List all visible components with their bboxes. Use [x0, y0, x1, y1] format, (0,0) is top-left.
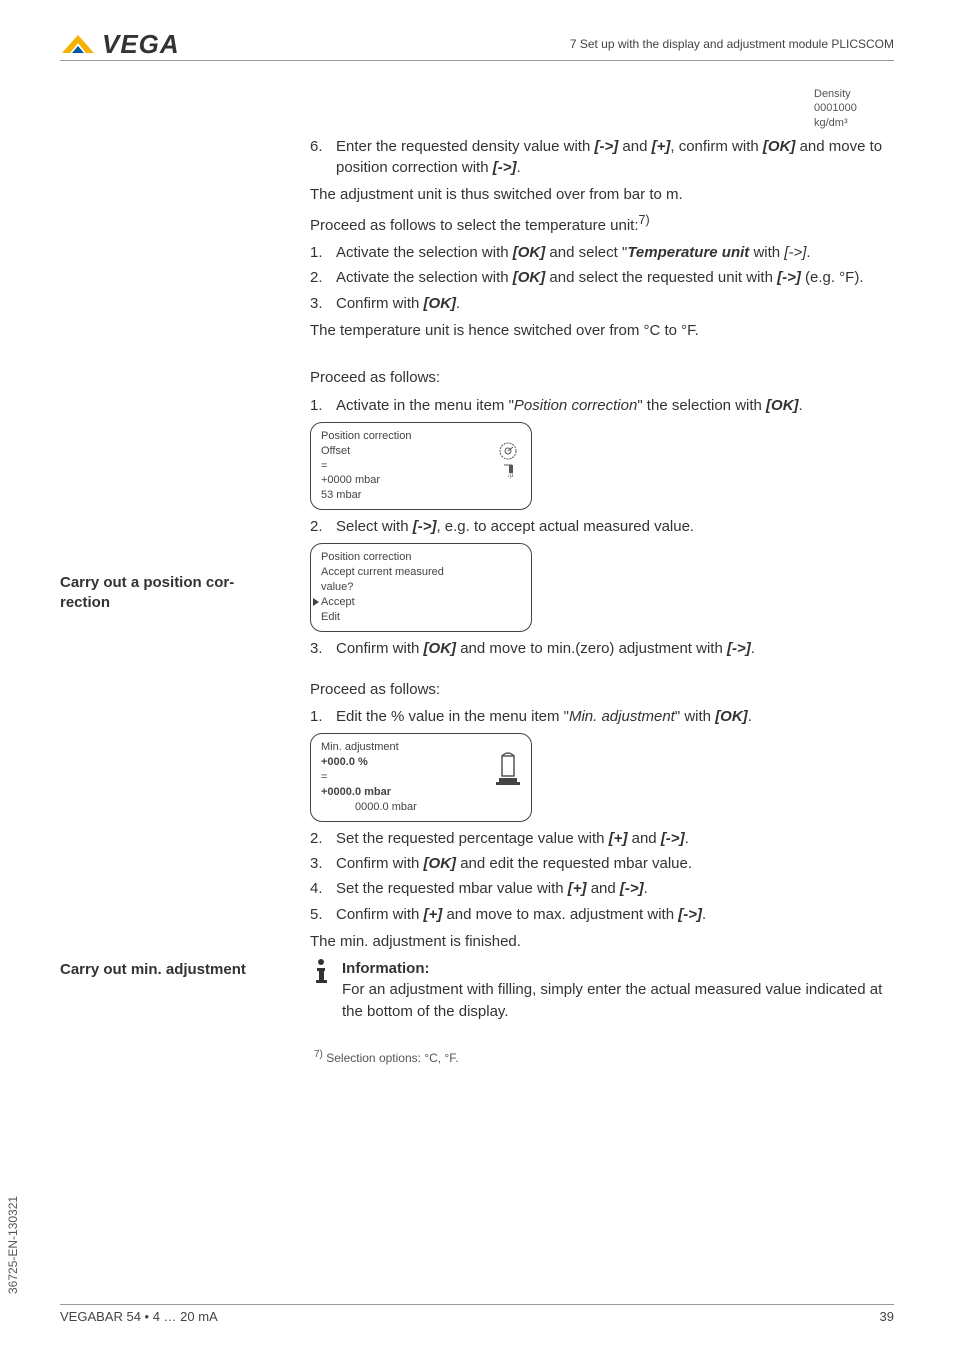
poscorr-step-1: 1. Activate in the menu item "Position c… [310, 395, 894, 416]
para-temp-switched: The temperature unit is hence switched o… [310, 320, 894, 341]
svg-text:↓p: ↓p [507, 473, 514, 479]
triangle-icon [313, 598, 319, 606]
footer: VEGABAR 54 • 4 … 20 mA 39 [60, 1304, 894, 1324]
info-body: For an adjustment with filling, simply e… [342, 979, 894, 1022]
minadj-done: The min. adjustment is finished. [310, 931, 894, 952]
side-label: 36725-EN-130321 [6, 1196, 20, 1294]
logo: VEGA [60, 29, 180, 60]
tank-empty-icon [495, 752, 521, 797]
logo-text: VEGA [102, 29, 180, 60]
minadj-step-3: 3. Confirm with [OK] and edit the reques… [310, 853, 894, 874]
info-icon [310, 958, 332, 1022]
step-6: 6. Enter the requested density value wit… [310, 136, 894, 179]
minadj-step-4: 4. Set the requested mbar value with [+]… [310, 878, 894, 899]
minadj-intro: Proceed as follows: [310, 679, 894, 700]
left-label-position-correction: Carry out a position cor- rection [60, 573, 286, 612]
temp-step-1: 1. Activate the selection with [OK] and … [310, 242, 894, 263]
footer-left: VEGABAR 54 • 4 … 20 mA [60, 1309, 218, 1324]
footer-page: 39 [880, 1309, 894, 1324]
para-proceed-temp: Proceed as follows to select the tempera… [310, 212, 894, 236]
page-header: VEGA 7 Set up with the display and adjus… [60, 28, 894, 61]
left-label-min-adjustment: Carry out min. adjustment [60, 960, 286, 980]
logo-wing-icon [60, 33, 96, 55]
info-block: Information: For an adjustment with fill… [310, 958, 894, 1022]
poscorr-step-2: 2. Select with [->], e.g. to accept actu… [310, 516, 894, 537]
lcd-accept-value: Position correction Accept current measu… [310, 543, 532, 631]
lcd-mini-density: Density 0001000 kg/dm³ [704, 87, 894, 130]
minadj-step-2: 2. Set the requested percentage value wi… [310, 828, 894, 849]
poscorr-step-3: 3. Confirm with [OK] and move to min.(ze… [310, 638, 894, 659]
temp-step-2: 2. Activate the selection with [OK] and … [310, 267, 894, 288]
header-chapter: 7 Set up with the display and adjustment… [570, 37, 894, 51]
gauge-icon: ↓p [495, 441, 521, 486]
lcd-position-correction: Position correction Offset = +0000 mbar … [310, 422, 532, 510]
lcd-min-adjustment: Min. adjustment +000.0 % = +0000.0 mbar … [310, 733, 532, 821]
footnote: 7) Selection options: °C, °F. [314, 1048, 894, 1067]
temp-step-3: 3. Confirm with [OK]. [310, 293, 894, 314]
minadj-step-5: 5. Confirm with [+] and move to max. adj… [310, 904, 894, 925]
minadj-step-1: 1. Edit the % value in the menu item "Mi… [310, 706, 894, 727]
poscorr-intro: Proceed as follows: [310, 367, 894, 388]
para-switched-to-m: The adjustment unit is thus switched ove… [310, 184, 894, 205]
info-title: Information: [342, 960, 430, 977]
